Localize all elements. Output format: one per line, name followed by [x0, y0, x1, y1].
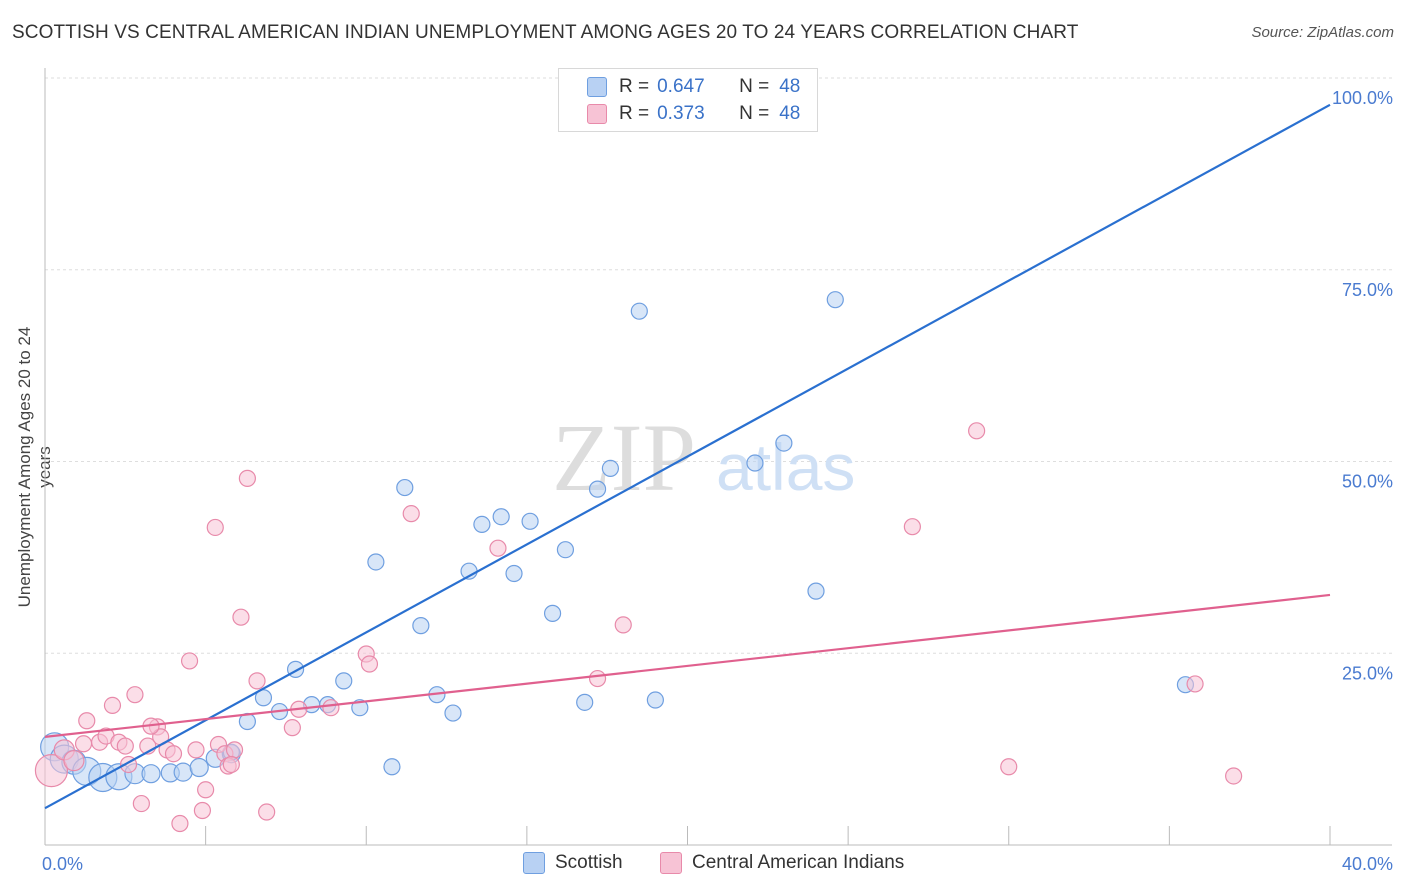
point-central-american: [614, 616, 632, 634]
legend-swatch-central-american: [587, 104, 607, 124]
point-central-american: [180, 652, 199, 670]
point-central-american: [248, 672, 266, 690]
point-scottish: [556, 541, 575, 559]
y-tick-label: 50.0%: [1342, 472, 1393, 492]
point-central-american: [126, 686, 144, 704]
point-central-american: [34, 754, 69, 788]
point-central-american: [360, 655, 379, 673]
point-scottish: [473, 515, 491, 533]
point-central-american: [171, 814, 189, 833]
legend-n-value: 48: [779, 76, 801, 97]
point-central-american: [164, 745, 183, 763]
legend-n-value: 48: [779, 103, 801, 124]
point-scottish: [367, 553, 385, 571]
point-scottish: [412, 617, 430, 635]
point-scottish: [775, 434, 793, 452]
axes: [44, 68, 1392, 846]
x-tick-label: 0.0%: [42, 854, 83, 874]
legend-r-value: 0.373: [657, 103, 705, 124]
trend-line-central-american: [44, 593, 1331, 738]
point-scottish: [588, 480, 607, 498]
x-tick-label: 40.0%: [1342, 854, 1393, 874]
point-scottish: [543, 604, 562, 622]
trend-lines: [44, 103, 1331, 810]
point-scottish: [351, 699, 369, 717]
point-central-american: [402, 505, 420, 523]
point-central-american: [225, 741, 244, 759]
point-central-american: [78, 712, 96, 730]
point-central-american: [103, 696, 122, 715]
series-swatch-scottish: [523, 852, 545, 874]
point-central-american: [1000, 758, 1018, 776]
legend-swatch-scottish: [587, 77, 607, 97]
point-central-american: [232, 608, 250, 626]
tick-labels: 25.0% 50.0% 75.0% 100.0% 0.0% 40.0%: [42, 88, 1393, 874]
point-scottish: [826, 291, 844, 309]
point-central-american: [489, 539, 507, 557]
point-central-american: [187, 741, 205, 759]
legend-row-scottish: R = 0.647 N = 48: [587, 75, 800, 99]
point-central-american: [283, 719, 301, 737]
point-scottish: [576, 693, 594, 711]
point-scottish: [383, 758, 401, 776]
point-scottish: [335, 672, 353, 690]
y-tick-label: 25.0%: [1342, 663, 1393, 683]
legend-r-value: 0.647: [657, 76, 705, 97]
y-tick-label: 100.0%: [1332, 88, 1393, 108]
chart-title: SCOTTISH VS CENTRAL AMERICAN INDIAN UNEM…: [12, 22, 1079, 43]
data-points: [34, 69, 1243, 833]
point-central-american: [903, 518, 921, 536]
point-central-american: [1186, 675, 1204, 693]
point-central-american: [206, 518, 224, 537]
watermark-zip: ZIP: [552, 404, 696, 511]
legend-r-label: R =: [619, 76, 650, 97]
series-legend-scottish: Scottish: [523, 852, 623, 874]
point-scottish: [521, 512, 539, 530]
legend-n-label: N =: [739, 76, 770, 97]
point-scottish: [141, 764, 161, 784]
point-central-american: [322, 699, 340, 717]
point-scottish: [746, 454, 764, 472]
series-name-scottish: Scottish: [555, 852, 623, 873]
point-central-american: [238, 469, 256, 487]
legend-n-label: N =: [739, 103, 770, 124]
point-central-american: [222, 755, 240, 774]
point-scottish: [396, 478, 414, 497]
y-tick-label: 75.0%: [1342, 280, 1393, 300]
point-central-american: [1225, 767, 1243, 785]
point-central-american: [63, 750, 85, 772]
point-central-american: [116, 737, 134, 755]
point-central-american: [132, 794, 150, 813]
point-central-american: [197, 781, 215, 799]
legend-row-central-american: R = 0.373 N = 48: [587, 102, 800, 126]
point-central-american: [258, 803, 276, 821]
series-name-central-american: Central American Indians: [692, 852, 905, 873]
point-scottish: [630, 302, 648, 320]
point-scottish: [492, 508, 510, 526]
gridlines: [45, 77, 1392, 654]
point-central-american: [968, 422, 986, 440]
point-scottish: [505, 564, 523, 583]
point-scottish: [189, 757, 209, 778]
point-scottish: [807, 582, 825, 600]
point-central-american: [74, 735, 93, 753]
point-scottish: [646, 691, 664, 709]
point-scottish: [444, 704, 462, 722]
point-central-american: [588, 669, 607, 688]
point-scottish: [601, 459, 620, 478]
source-label: Source: ZipAtlas.com: [1251, 24, 1394, 41]
trend-line-scottish: [44, 103, 1331, 810]
point-scottish: [173, 762, 193, 782]
series-legend-central-american: Central American Indians: [660, 852, 904, 874]
correlation-legend: R = 0.647 N = 48 R = 0.373 N = 48: [558, 68, 818, 132]
point-central-american: [193, 801, 212, 820]
series-swatch-central-american: [660, 852, 682, 874]
legend-r-label: R =: [619, 103, 650, 124]
